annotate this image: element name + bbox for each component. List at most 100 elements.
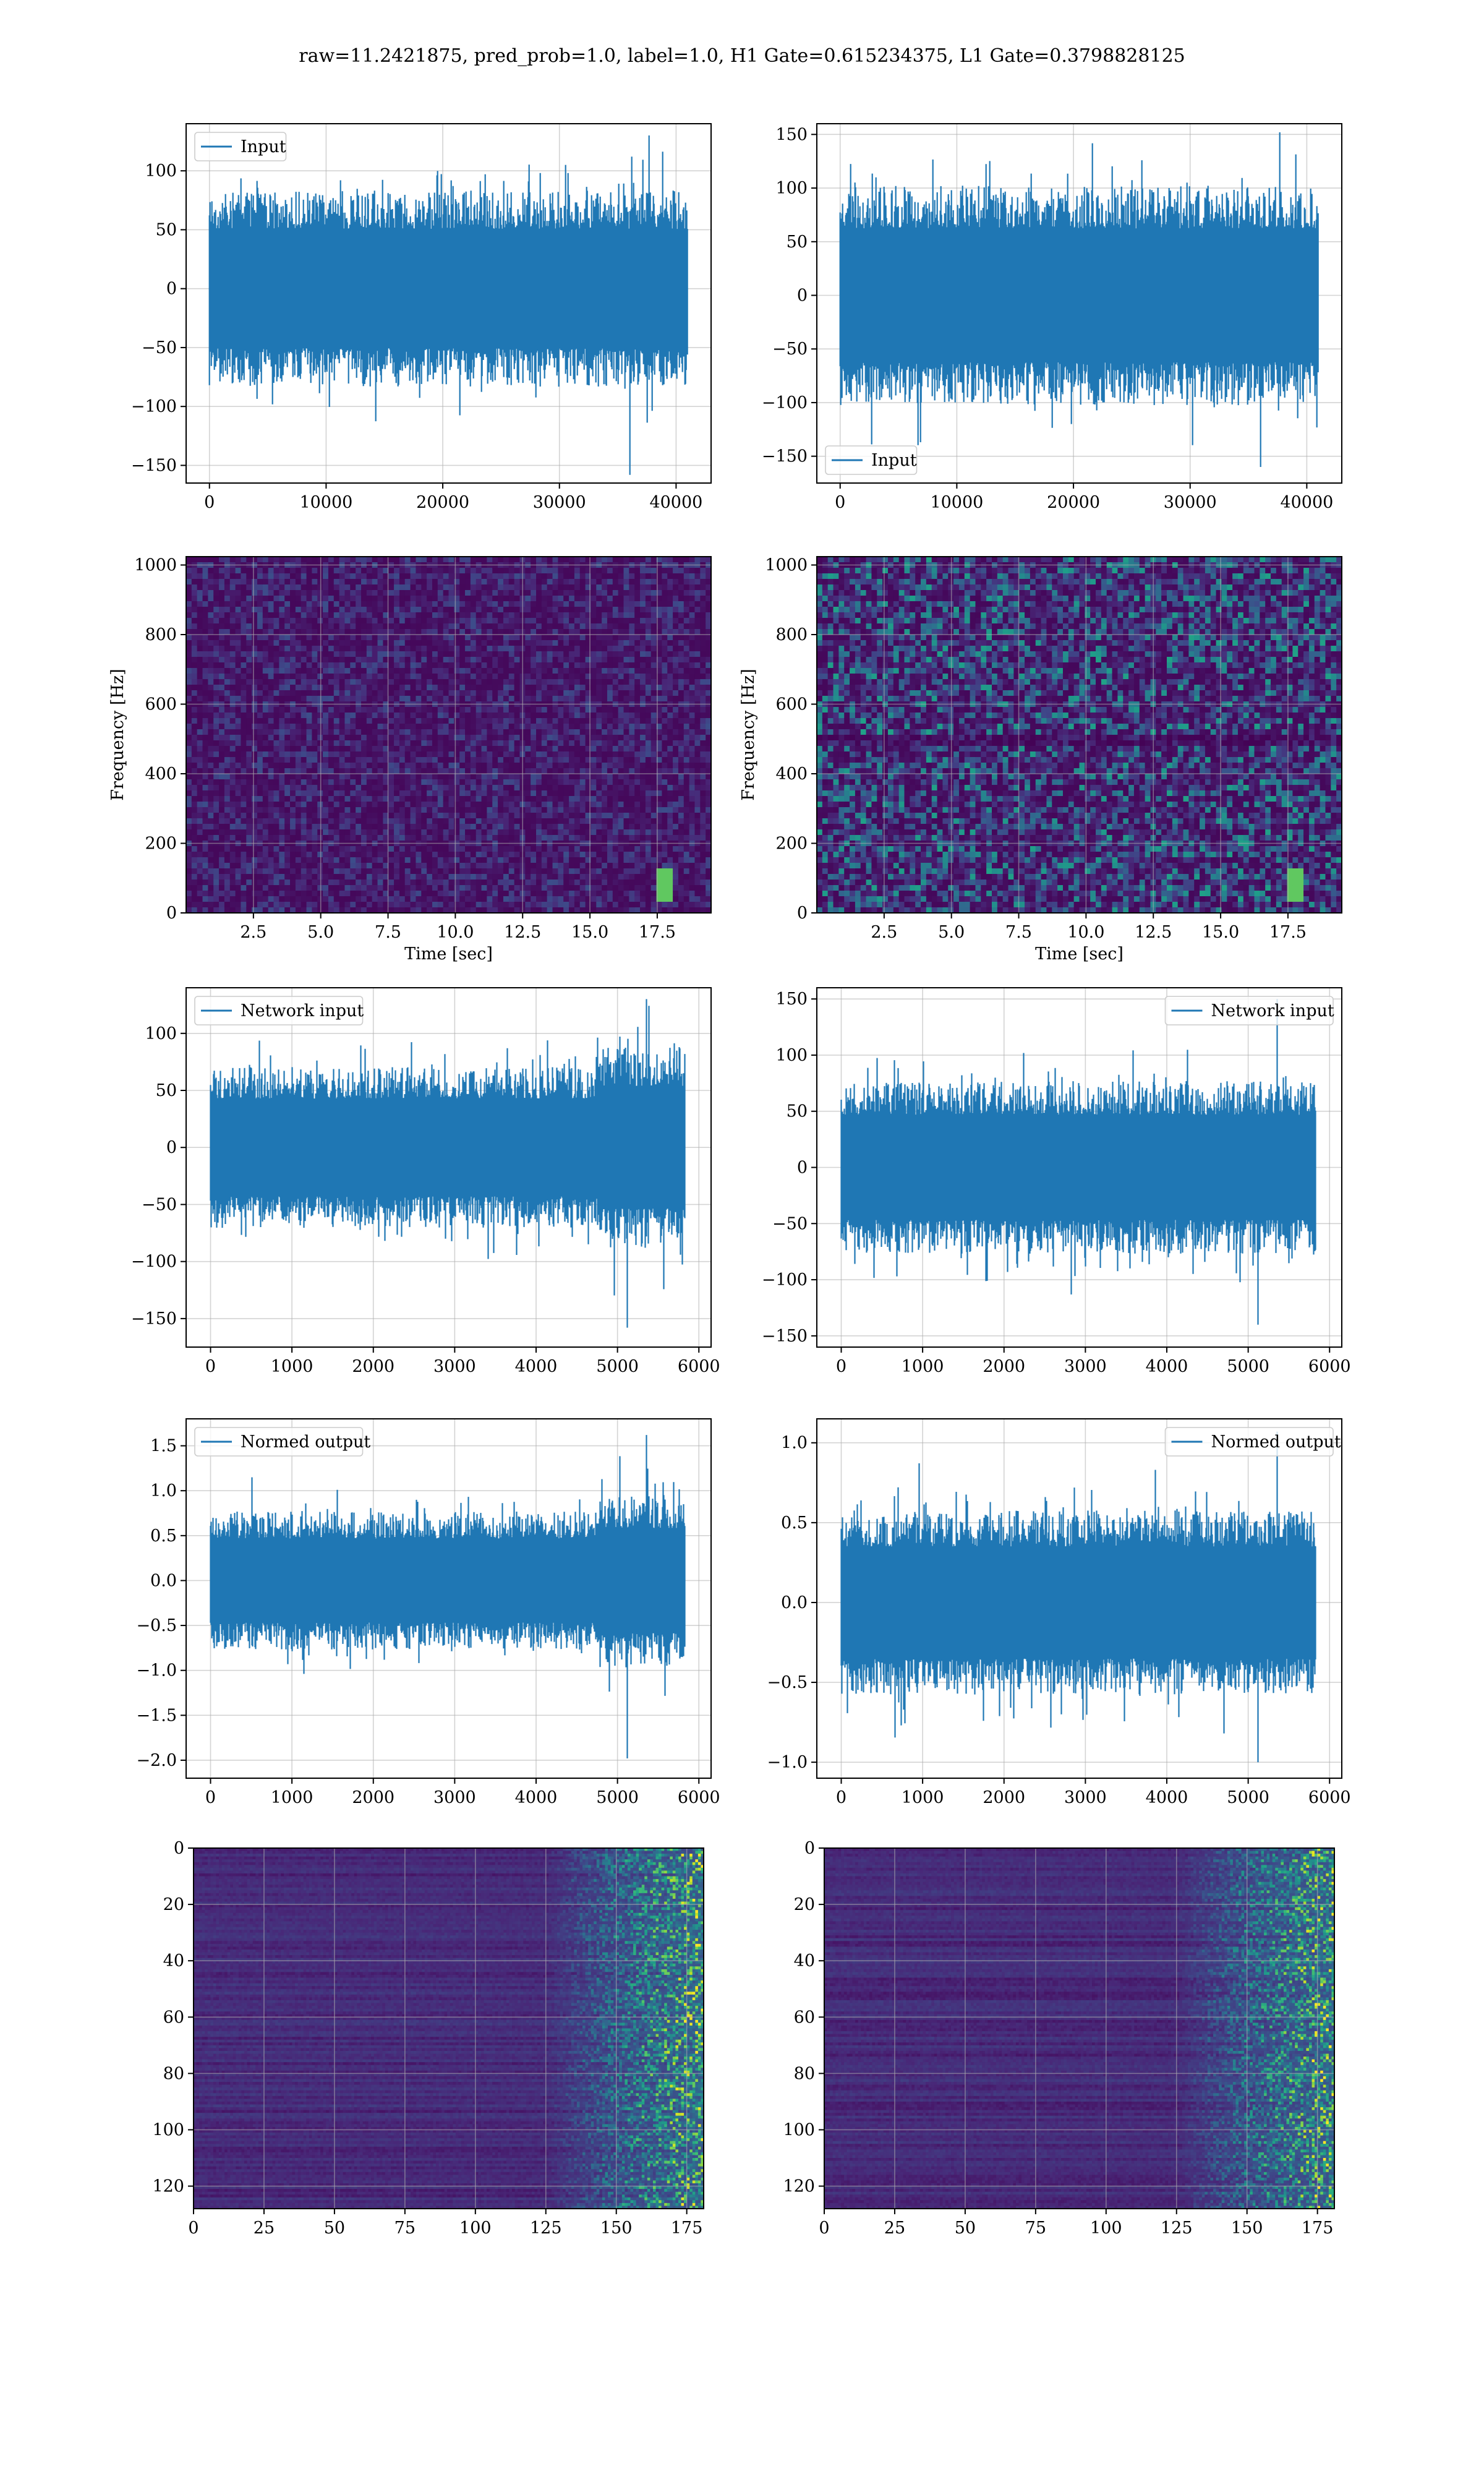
- heatmap-cell: [208, 718, 213, 724]
- heatmap-cell: [219, 640, 224, 646]
- heatmap-cell: [203, 590, 208, 596]
- heatmap-cell: [236, 751, 241, 758]
- heatmap-cell: [438, 696, 443, 702]
- heatmap-cell: [449, 557, 454, 563]
- heatmap-cell: [416, 596, 421, 602]
- heatmap-cell: [438, 757, 443, 763]
- heatmap-cell: [323, 891, 328, 897]
- heatmap-cell: [334, 813, 339, 819]
- heatmap-cell: [367, 657, 372, 663]
- heatmap-cell: [268, 640, 274, 646]
- heatmap-cell: [279, 774, 284, 780]
- heatmap-cell: [438, 790, 443, 797]
- heatmap-cell: [356, 685, 361, 691]
- heatmap-cell: [241, 596, 246, 602]
- heatmap-cell: [301, 896, 307, 902]
- heatmap-cell: [307, 729, 312, 735]
- heatmap-cell: [411, 857, 416, 863]
- heatmap-cell: [323, 885, 328, 891]
- heatmap-cell: [279, 590, 284, 596]
- heatmap-cell: [307, 857, 312, 863]
- heatmap-cell: [208, 601, 213, 607]
- heatmap-cell: [263, 763, 268, 769]
- heatmap-cell: [438, 891, 443, 897]
- heatmap-cell: [257, 713, 263, 719]
- heatmap-cell: [416, 807, 421, 813]
- heatmap-cell: [416, 607, 421, 613]
- heatmap-cell: [334, 796, 339, 802]
- heatmap-cell: [421, 596, 427, 602]
- heatmap-cell: [290, 868, 296, 875]
- heatmap-cell: [236, 880, 241, 886]
- heatmap-cell: [203, 640, 208, 646]
- heatmap-cell: [257, 868, 263, 875]
- heatmap-cell: [203, 852, 208, 858]
- heatmap-cell: [307, 651, 312, 657]
- heatmap-cell: [219, 885, 224, 891]
- heatmap-cell: [307, 757, 312, 763]
- heatmap-cell: [279, 868, 284, 875]
- heatmap-cell: [328, 607, 334, 613]
- heatmap-cell: [443, 891, 449, 897]
- heatmap-cell: [427, 740, 432, 747]
- heatmap-cell: [339, 579, 345, 585]
- heatmap-cell: [339, 863, 345, 869]
- heatmap-cell: [388, 573, 394, 580]
- heatmap-cell: [399, 713, 405, 719]
- heatmap-cell: [236, 829, 241, 836]
- heatmap-cell: [427, 891, 432, 897]
- heatmap-cell: [367, 863, 372, 869]
- heatmap-cell: [296, 696, 301, 702]
- heatmap-cell: [296, 674, 301, 680]
- heatmap-cell: [208, 623, 213, 630]
- heatmap-cell: [279, 568, 284, 574]
- heatmap-cell: [268, 880, 274, 886]
- heatmap-cell: [230, 896, 236, 902]
- heatmap-cell: [443, 768, 449, 774]
- heatmap-cell: [344, 707, 350, 713]
- heatmap-cell: [334, 857, 339, 863]
- heatmap-cell: [192, 579, 197, 585]
- heatmap-cell: [268, 601, 274, 607]
- heatmap-cell: [263, 785, 268, 791]
- heatmap-cell: [236, 757, 241, 763]
- heatmap-cell: [399, 640, 405, 646]
- heatmap-cell: [328, 685, 334, 691]
- heatmap-cell: [421, 790, 427, 797]
- heatmap-cell: [219, 618, 224, 624]
- heatmap-cell: [344, 863, 350, 869]
- heatmap-cell: [328, 768, 334, 774]
- heatmap-cell: [334, 757, 339, 763]
- heatmap-cell: [257, 880, 263, 886]
- heatmap-cell: [372, 601, 378, 607]
- heatmap-cell: [344, 763, 350, 769]
- heatmap-cell: [186, 735, 192, 741]
- heatmap-cell: [350, 718, 356, 724]
- heatmap-cell: [312, 857, 317, 863]
- heatmap-cell: [356, 835, 361, 841]
- heatmap-cell: [296, 668, 301, 674]
- heatmap-cell: [186, 863, 192, 869]
- heatmap-cell: [246, 690, 252, 696]
- heatmap-cell: [372, 896, 378, 902]
- heatmap-cell: [356, 713, 361, 719]
- heatmap-cell: [236, 891, 241, 897]
- heatmap-cell: [427, 896, 432, 902]
- heatmap-cell: [388, 863, 394, 869]
- heatmap-cell: [208, 740, 213, 747]
- heatmap-cell: [241, 863, 246, 869]
- heatmap-cell: [334, 902, 339, 908]
- heatmap-cell: [459, 729, 465, 735]
- heatmap-cell: [328, 573, 334, 580]
- heatmap-cell: [350, 852, 356, 858]
- heatmap-cell: [388, 579, 394, 585]
- heatmap-cell: [213, 579, 219, 585]
- heatmap-cell: [459, 785, 465, 791]
- heatmap-cell: [432, 596, 438, 602]
- heatmap-cell: [443, 880, 449, 886]
- heatmap-cell: [301, 651, 307, 657]
- heatmap-cell: [263, 796, 268, 802]
- heatmap-cell: [339, 807, 345, 813]
- heatmap-cell: [459, 662, 465, 669]
- heatmap-cell: [208, 768, 213, 774]
